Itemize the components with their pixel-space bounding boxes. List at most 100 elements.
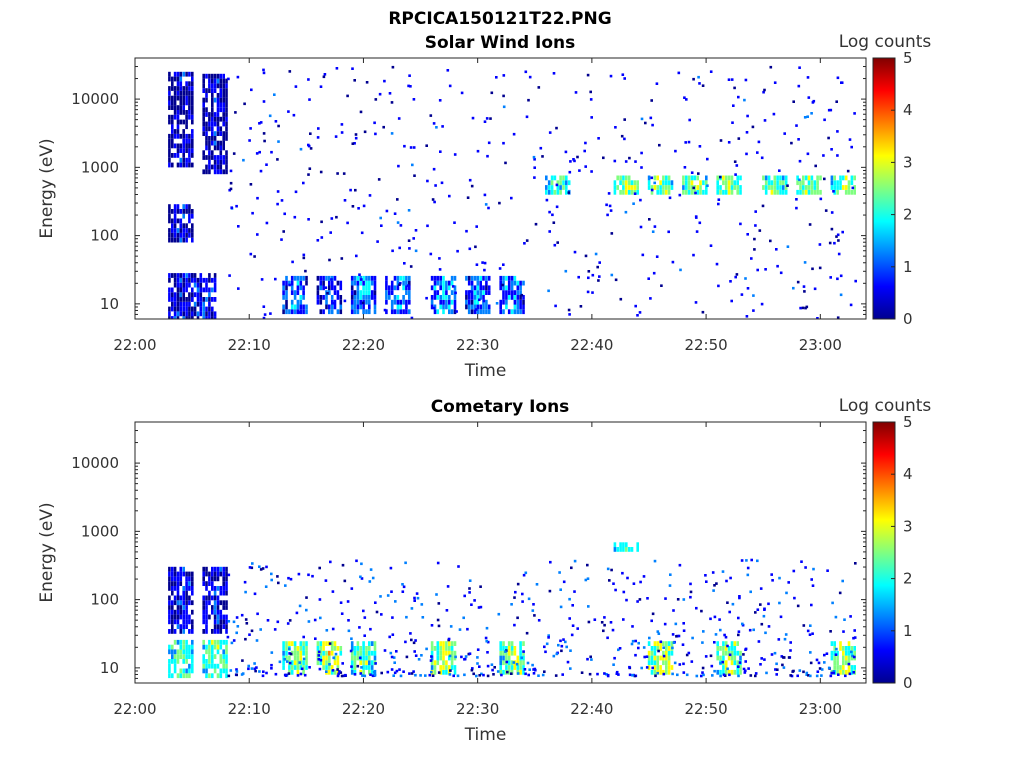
heatmap-cell <box>773 185 777 190</box>
heatmap-cell <box>731 602 735 606</box>
plot-frame <box>134 421 867 684</box>
heatmap-cell <box>265 671 268 675</box>
heatmap-cell <box>497 612 501 616</box>
heatmap-cell <box>507 660 511 666</box>
heatmap-cell <box>202 629 205 634</box>
heatmap-cell <box>510 295 514 300</box>
heatmap-cell <box>474 245 477 249</box>
heatmap-cell <box>179 277 183 283</box>
heatmap-cell <box>499 665 502 670</box>
heatmap-cell <box>695 606 698 610</box>
heatmap-cell <box>171 228 174 233</box>
heatmap-cell <box>225 169 228 175</box>
heatmap-cell <box>185 614 188 620</box>
heatmap-cell <box>330 641 334 646</box>
heatmap-cell <box>438 99 442 102</box>
heatmap-cell <box>211 97 214 103</box>
heatmap-cell <box>173 595 177 601</box>
heatmap-cell <box>303 673 307 677</box>
heatmap-cell <box>307 144 311 148</box>
heatmap-cell <box>226 635 230 639</box>
heatmap-cell <box>202 600 205 606</box>
heatmap-cell <box>202 609 205 615</box>
heatmap-cell <box>448 654 452 658</box>
heatmap-cell <box>353 646 357 651</box>
heatmap-cell <box>213 663 217 669</box>
heatmap-cell <box>208 78 211 84</box>
heatmap-cell <box>759 663 762 666</box>
heatmap-cell <box>519 665 522 670</box>
heatmap-cell <box>244 590 247 594</box>
heatmap-cell <box>373 673 377 677</box>
heatmap-cell <box>173 297 177 302</box>
heatmap-cell <box>810 180 814 186</box>
heatmap-cell <box>558 571 561 574</box>
heatmap-cell <box>810 578 813 581</box>
heatmap-cell <box>339 299 343 305</box>
heatmap-cell <box>396 275 400 281</box>
heatmap-cell <box>173 576 177 582</box>
heatmap-cell <box>519 295 522 300</box>
heatmap-cell <box>237 287 240 290</box>
heatmap-cell <box>191 644 194 650</box>
heatmap-cell <box>322 295 325 300</box>
heatmap-cell <box>262 100 266 103</box>
heatmap-cell <box>359 299 362 305</box>
heatmap-cell <box>445 669 448 675</box>
heatmap-cell <box>754 674 757 678</box>
heatmap-cell <box>507 295 511 300</box>
heatmap-cell <box>504 650 507 653</box>
heatmap-cell <box>433 660 437 666</box>
heatmap-cell <box>322 660 325 666</box>
x-tick-label: 22:20 <box>342 336 385 354</box>
heatmap-cell <box>431 198 435 201</box>
heatmap-cell <box>764 189 768 195</box>
heatmap-cell <box>173 110 177 115</box>
heatmap-cell <box>569 160 572 163</box>
heatmap-cell <box>304 269 307 273</box>
heatmap-cell <box>432 122 436 125</box>
heatmap-cell <box>733 650 737 656</box>
heatmap-cell <box>775 248 778 251</box>
heatmap-cell <box>507 655 511 661</box>
heatmap-cell <box>188 629 191 634</box>
heatmap-cell <box>737 95 740 99</box>
heatmap-cell <box>719 669 722 675</box>
heatmap-cell <box>293 641 297 646</box>
heatmap-cell <box>809 624 812 627</box>
colorbar <box>872 421 896 684</box>
heatmap-cell <box>608 204 612 208</box>
heatmap-cell <box>584 254 588 258</box>
heatmap-cell <box>339 280 343 286</box>
heatmap-cell <box>211 155 214 160</box>
heatmap-cell <box>637 641 640 645</box>
heatmap-cell <box>531 609 535 612</box>
heatmap-cell <box>453 295 457 300</box>
heatmap-cell <box>453 221 456 224</box>
heatmap-cell <box>580 671 584 674</box>
heatmap-cell <box>222 145 225 151</box>
heatmap-cell <box>176 237 180 243</box>
heatmap-cell <box>185 571 188 577</box>
heatmap-cell <box>678 663 682 666</box>
heatmap-cell <box>205 605 208 610</box>
heatmap-cell <box>179 287 183 293</box>
heatmap-cell <box>627 547 631 552</box>
heatmap-cell <box>576 627 579 630</box>
heatmap-cell <box>168 609 171 615</box>
heatmap-cell <box>479 585 482 588</box>
heatmap-cell <box>213 605 217 610</box>
heatmap-cell <box>619 189 622 195</box>
heatmap-cell <box>833 655 836 661</box>
heatmap-cell <box>650 176 654 180</box>
heatmap-cell <box>308 666 311 669</box>
heatmap-cell <box>615 670 619 674</box>
heatmap-cell <box>606 213 609 217</box>
heatmap-cell <box>255 639 259 642</box>
heatmap-cell <box>750 558 753 562</box>
heatmap-cell <box>211 126 214 132</box>
heatmap-cell <box>665 646 668 651</box>
heatmap-cell <box>516 582 520 586</box>
heatmap-cell <box>704 655 708 658</box>
heatmap-cell <box>738 596 741 600</box>
